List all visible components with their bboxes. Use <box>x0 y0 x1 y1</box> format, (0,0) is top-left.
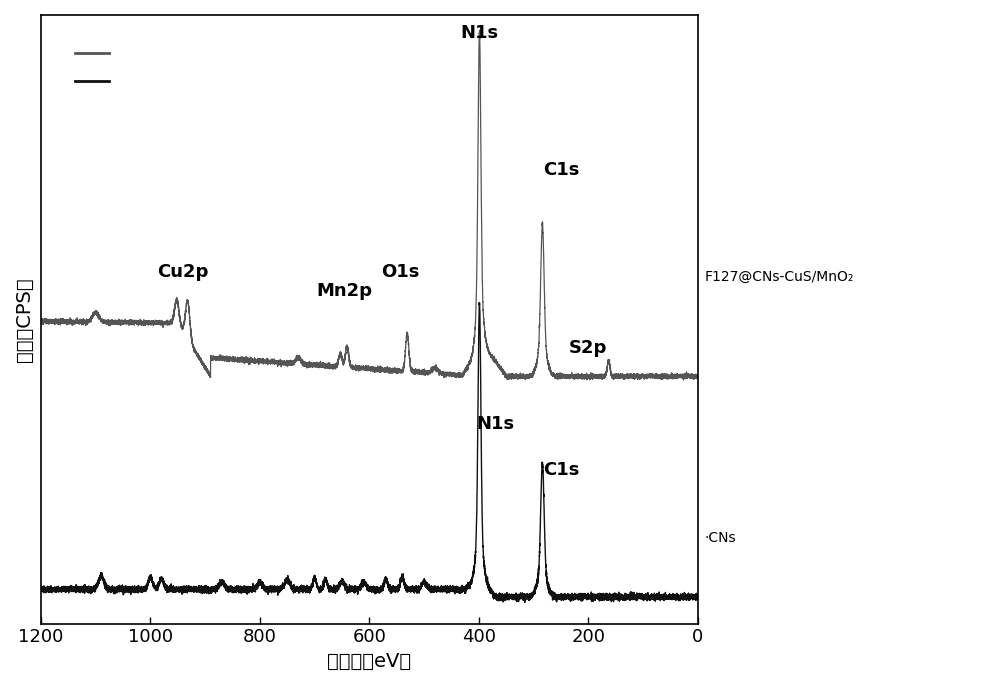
Text: N1s: N1s <box>476 416 514 434</box>
Text: Mn2p: Mn2p <box>317 282 373 300</box>
Legend: , : , <box>68 40 127 96</box>
Text: S2p: S2p <box>569 340 608 357</box>
Text: O1s: O1s <box>381 263 420 281</box>
X-axis label: 结合能（eV）: 结合能（eV） <box>327 652 411 671</box>
Text: C1s: C1s <box>543 461 579 479</box>
Text: F127@CNs-CuS/MnO₂: F127@CNs-CuS/MnO₂ <box>704 270 854 284</box>
Text: ·CNs: ·CNs <box>704 532 736 545</box>
Text: Cu2p: Cu2p <box>158 263 209 281</box>
Text: N1s: N1s <box>460 23 499 42</box>
Y-axis label: 强度（CPS）: 强度（CPS） <box>15 277 34 362</box>
Text: C1s: C1s <box>543 161 579 178</box>
